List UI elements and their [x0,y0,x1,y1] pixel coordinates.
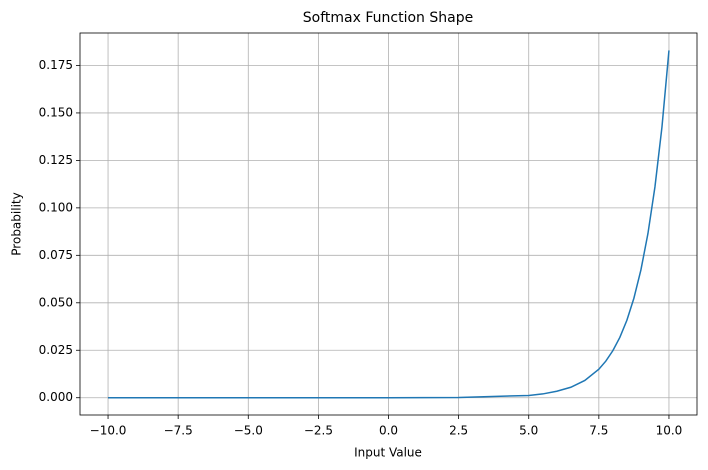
y-tick-label: 0.000 [39,390,73,404]
chart-title: Softmax Function Shape [303,10,473,26]
y-tick-label: 0.025 [39,343,73,357]
x-tick-label: 2.5 [449,424,468,438]
y-tick-label: 0.150 [39,105,73,119]
y-axis-label: Probability [10,192,24,255]
x-tick-label: 0.0 [379,424,398,438]
y-tick-label: 0.125 [39,153,73,167]
plot-frame [79,32,698,416]
x-tick-label: −10.0 [90,424,127,438]
y-tick-label: 0.050 [39,295,73,309]
x-tick-label: −5.0 [234,424,263,438]
x-tick-label: 10.0 [656,424,683,438]
x-tick-label: 7.5 [589,424,608,438]
x-tick-label: −7.5 [164,424,193,438]
y-tick-label: 0.075 [39,248,73,262]
line [108,50,670,399]
x-axis-label: Input Value [354,446,422,460]
y-tick-label: 0.175 [39,58,73,72]
x-tick-label: −2.5 [304,424,333,438]
x-tick-label: 5.0 [519,424,538,438]
y-tick-label: 0.100 [39,200,73,214]
